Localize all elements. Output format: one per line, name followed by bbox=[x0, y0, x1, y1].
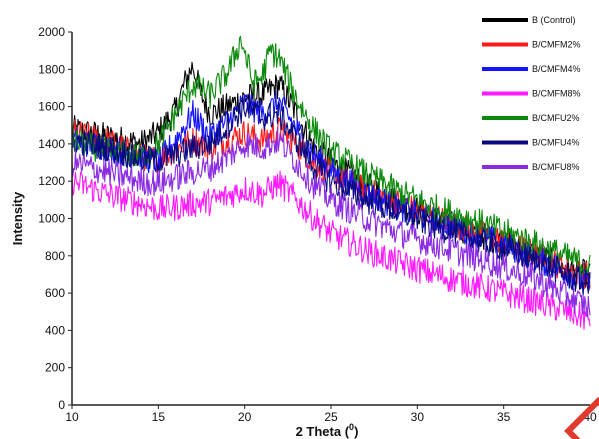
y-tick-label: 1600 bbox=[38, 100, 65, 114]
x-tick-label: 15 bbox=[152, 410, 166, 424]
y-axis-title: Intensity bbox=[10, 191, 25, 245]
x-axis-title-superscript: 0 bbox=[349, 422, 354, 432]
y-tick-label: 1200 bbox=[38, 174, 65, 188]
y-tick-label: 0 bbox=[58, 398, 65, 412]
x-tick-label: 10 bbox=[65, 410, 79, 424]
y-tick-label: 2000 bbox=[38, 25, 65, 39]
y-tick-label: 1800 bbox=[38, 62, 65, 76]
x-axis-title-suffix: ) bbox=[354, 424, 358, 439]
x-tick-label: 30 bbox=[411, 410, 425, 424]
legend-label: B (Control) bbox=[532, 15, 576, 25]
y-axis-ticks: 0 200 400 600 800 1000 1200 1400 1600 1800 2000 bbox=[38, 25, 72, 412]
x-tick-label: 25 bbox=[324, 410, 338, 424]
y-tick-label: 1000 bbox=[38, 212, 65, 226]
legend-label: B/CMFM2% bbox=[532, 40, 581, 50]
legend-label: B/CMFU2% bbox=[532, 113, 580, 123]
x-tick-label: 35 bbox=[497, 410, 511, 424]
y-tick-label: 600 bbox=[45, 286, 65, 300]
y-tick-label: 200 bbox=[45, 361, 65, 375]
legend-label: B/CMFU8% bbox=[532, 162, 580, 172]
legend-label: B/CMFU4% bbox=[532, 138, 580, 148]
legend: B (Control) B/CMFM2% B/CMFM4% B/CMFM8% B/CMF… bbox=[482, 15, 581, 172]
legend-label: B/CMFM4% bbox=[532, 64, 581, 74]
y-tick-label: 400 bbox=[45, 323, 65, 337]
x-axis-title: 2 Theta (0) bbox=[296, 422, 359, 439]
x-axis-title-main: 2 Theta ( bbox=[296, 424, 350, 439]
x-tick-label: 20 bbox=[238, 410, 252, 424]
x-axis-ticks: 10 15 20 25 30 35 40 bbox=[65, 405, 597, 424]
y-tick-label: 800 bbox=[45, 249, 65, 263]
y-tick-label: 1400 bbox=[38, 137, 65, 151]
legend-label: B/CMFM8% bbox=[532, 89, 581, 99]
series-line-4 bbox=[71, 170, 591, 330]
series-layer bbox=[71, 35, 591, 330]
series-line-5 bbox=[71, 35, 591, 278]
corner-bookmark-icon bbox=[539, 369, 599, 439]
series-line-7 bbox=[71, 127, 591, 318]
